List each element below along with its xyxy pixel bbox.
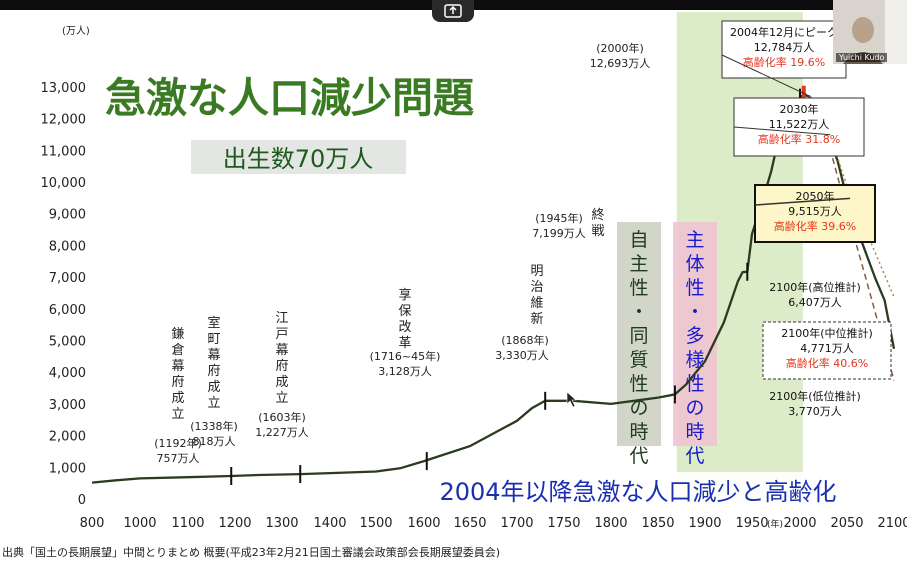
x-tick-label: 2050 [830,516,863,531]
x-tick-label: 1000 [123,516,156,531]
y2000-year-label: (2000年) [596,41,644,55]
y2000-value-label: 12,693万人 [590,57,651,70]
peak-leader [721,54,807,96]
x-tick-label: 1700 [500,516,533,531]
y2030-box [733,97,865,157]
band2-label: 主体性・多様性の時代 [685,229,704,467]
high-line-2: 6,407万人 [788,296,842,309]
meiji-value-label: 3,330万人 [495,349,549,362]
low-line-1: 2100年(低位推計) [769,389,861,403]
banner-text: 2004年以降急激な人口減少と高齢化 [439,478,836,506]
x-tick-label: 1200 [218,516,251,531]
chart-subtitle: 出生数70万人 [223,145,374,173]
y2050-box [754,184,876,243]
meiji-event-label: 明治維新 [530,264,543,327]
y-tick-label: 8,000 [49,239,86,254]
x-tick-label: 1850 [641,516,674,531]
mid-box [762,321,892,380]
y-tick-label: 12,000 [41,113,87,128]
x-tick-label: 1100 [171,516,204,531]
y2050-line-2: 9,515万人 [788,205,842,218]
y-tick-label: 5,000 [49,335,86,350]
kamakura-value-label: 757万人 [157,452,200,465]
band2-label-box [673,222,717,446]
footer-source: 出典「国土の長期展望」中間とりまとめ 概要(平成23年2月21日国土審議会政策部… [2,545,501,559]
y-tick-label: 3,000 [49,398,86,413]
peak-line-1: 2004年12月にピーク [730,25,838,39]
low-line-2: 3,770万人 [788,405,842,418]
webcam-name-label: Yuichi Kudo [836,53,888,62]
x-tick-label: 1300 [265,516,298,531]
y2030-line-1: 2030年 [780,102,819,116]
x-tick-label: 1500 [359,516,392,531]
share-screen-button[interactable] [432,0,474,22]
peak-line-2: 12,784万人 [754,41,815,54]
edo-year-label: (1603年) [258,410,306,424]
x-tick-label: 800 [80,516,105,531]
x-tick-label: 1800 [594,516,627,531]
muromachi-value-label: 818万人 [193,435,236,448]
x-tick-label: 2000 [783,516,816,531]
x-axis-label: (年) [767,518,783,530]
kamakura-event-label: 鎌倉幕府成立 [171,327,184,422]
kyoho-event-label: 享保改革 [398,287,411,351]
band1-label-box [617,222,661,446]
y-tick-label: 0 [78,493,86,508]
muromachi-event-label: 室町幕府成立 [207,315,220,411]
y2050-line-3: 高齢化率 39.6% [774,219,856,233]
x-tick-label: 1950 [735,516,768,531]
kyoho-year-label: (1716~45年) [370,349,441,363]
webcam-thumbnail[interactable]: Yuichi Kudo [833,0,907,64]
y2030-line-2: 11,522万人 [769,118,830,131]
share-screen-icon [444,4,462,18]
meiji-year-label: (1868年) [501,333,549,347]
shusen-value-label: 7,199万人 [532,227,586,240]
y-tick-label: 6,000 [49,303,86,318]
kamakura-year-label: (1192年) [154,436,202,450]
y2050-leader [754,197,851,206]
y-tick-label: 4,000 [49,366,86,381]
chart-title: 急激な人口減少問題 [105,74,474,122]
y-tick-label: 7,000 [49,271,86,286]
x-tick-label: 2100 [877,516,907,531]
high-line-1: 2100年(高位推計) [769,280,861,294]
mid-line-1: 2100年(中位推計) [781,326,873,340]
shusen-year-label: (1945年) [535,211,583,225]
x-tick-label: 1750 [547,516,580,531]
edo-event-label: 江戸幕府成立 [275,311,288,406]
y-tick-label: 1,000 [49,461,86,476]
y2030-line-3: 高齢化率 31.8% [758,132,840,146]
y-tick-label: 11,000 [41,144,87,159]
y-tick-label: 10,000 [41,176,87,191]
kyoho-value-label: 3,128万人 [378,365,432,378]
x-tick-label: 1650 [453,516,486,531]
y-tick-label: 2,000 [49,430,86,445]
edo-value-label: 1,227万人 [255,426,309,439]
mid-line-3: 高齢化率 40.6% [786,356,868,370]
banner-box [382,472,897,508]
y2030-leader [733,126,831,136]
peak-line-3: 高齢化率 19.6% [743,55,825,69]
x-tick-label: 1900 [688,516,721,531]
population-chart: 自主性・同質性の時代 主体性・多様性の時代 0 1,000 2,000 3,000 4,00… [41,12,907,531]
mid-line-2: 4,771万人 [800,342,854,355]
x-tick-label: 1400 [313,516,346,531]
y-tick-label: 9,000 [49,208,86,223]
y-axis-label: (万人) [62,25,90,37]
subtitle-box [191,140,406,174]
x-tick-label: 1600 [407,516,440,531]
cursor-icon [566,391,577,408]
shusen-event-label: 終戦 [591,207,604,239]
band1-label: 自主性・同質性の時代 [629,229,648,467]
muromachi-year-label: (1338年) [190,419,238,433]
y-tick-label: 13,000 [41,81,87,96]
